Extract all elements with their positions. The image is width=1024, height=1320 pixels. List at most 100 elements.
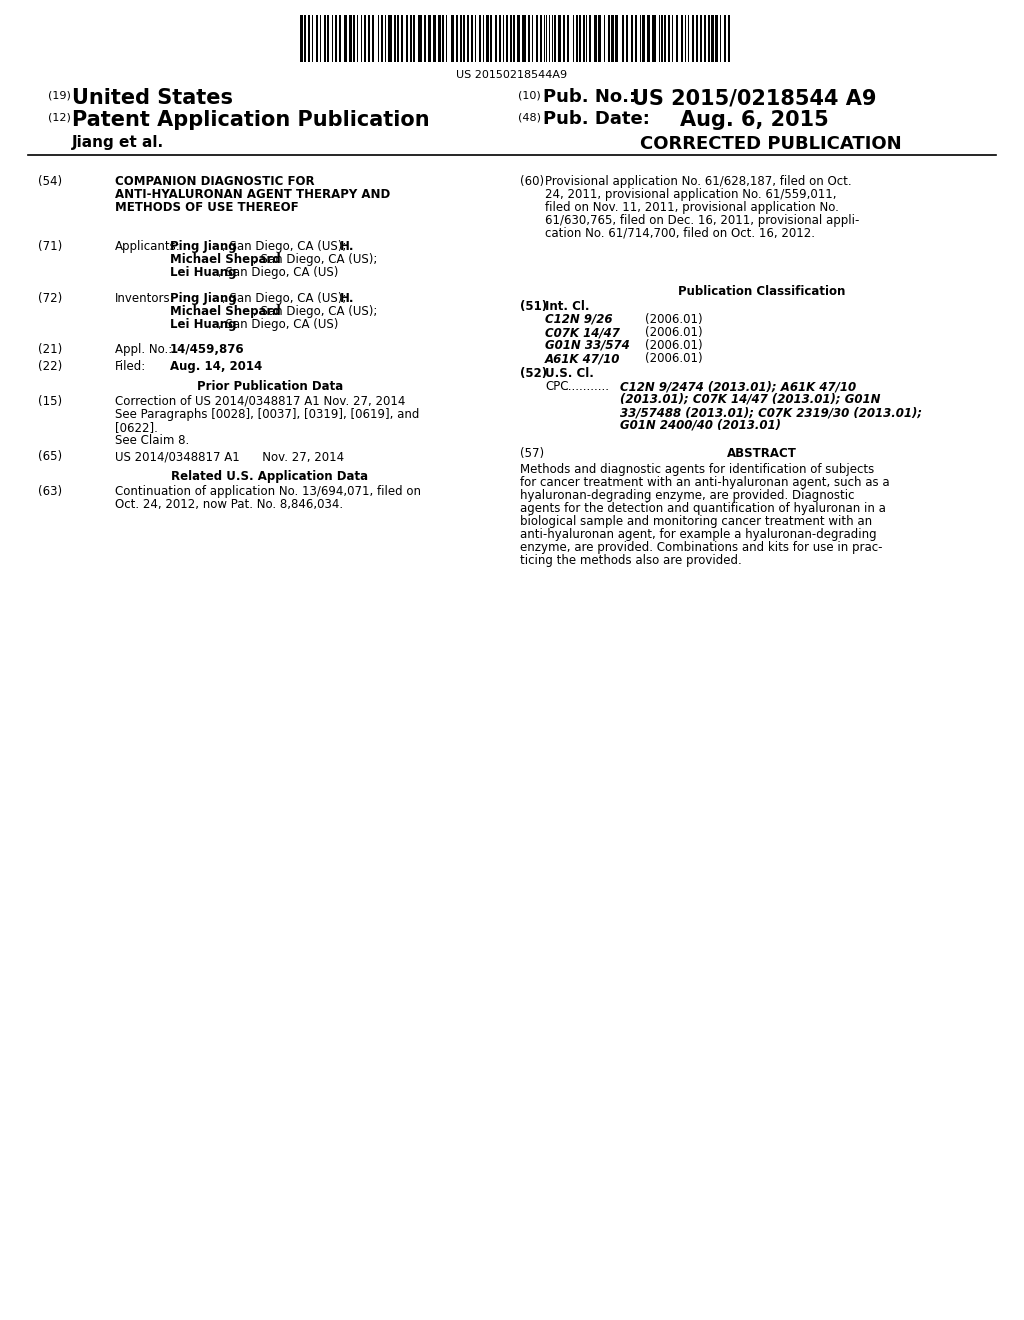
Bar: [327, 15, 329, 62]
Text: Aug. 14, 2014: Aug. 14, 2014: [170, 360, 262, 374]
Bar: [463, 15, 465, 62]
Bar: [626, 15, 628, 62]
Text: agents for the detection and quantification of hyaluronan in a: agents for the detection and quantificat…: [520, 502, 886, 515]
Text: G01N 2400/40 (2013.01): G01N 2400/40 (2013.01): [620, 418, 781, 432]
Text: (54): (54): [38, 176, 62, 187]
Bar: [603, 15, 605, 62]
Text: enzyme, are provided. Combinations and kits for use in prac-: enzyme, are provided. Combinations and k…: [520, 541, 883, 554]
Text: (10): (10): [518, 91, 541, 102]
Text: cation No. 61/714,700, filed on Oct. 16, 2012.: cation No. 61/714,700, filed on Oct. 16,…: [545, 227, 815, 240]
Bar: [479, 15, 481, 62]
Bar: [662, 15, 663, 62]
Text: US 20150218544A9: US 20150218544A9: [457, 70, 567, 81]
Bar: [406, 15, 408, 62]
Text: ticing the methods also are provided.: ticing the methods also are provided.: [520, 554, 741, 568]
Bar: [324, 15, 326, 62]
Text: 24, 2011, provisional application No. 61/559,011,: 24, 2011, provisional application No. 61…: [545, 187, 837, 201]
Bar: [517, 15, 520, 62]
Bar: [364, 15, 366, 62]
Bar: [393, 15, 395, 62]
Text: (48): (48): [518, 114, 541, 123]
Bar: [360, 15, 362, 62]
Bar: [396, 15, 398, 62]
Bar: [335, 15, 337, 62]
Text: US 2014/0348817 A1      Nov. 27, 2014: US 2014/0348817 A1 Nov. 27, 2014: [115, 450, 344, 463]
Text: C12N 9/2474 (2013.01); A61K 47/10: C12N 9/2474 (2013.01); A61K 47/10: [620, 380, 856, 393]
Text: [0622].: [0622].: [115, 421, 158, 434]
Bar: [315, 15, 317, 62]
Bar: [557, 15, 560, 62]
Text: (71): (71): [38, 240, 62, 253]
Bar: [467, 15, 469, 62]
Bar: [388, 15, 392, 62]
Bar: [451, 15, 454, 62]
Bar: [442, 15, 443, 62]
Bar: [705, 15, 706, 62]
Text: G01N 33/574: G01N 33/574: [545, 339, 630, 352]
Bar: [332, 15, 333, 62]
Text: (22): (22): [38, 360, 62, 374]
Text: H.: H.: [340, 292, 354, 305]
Text: US 2015/0218544 A9: US 2015/0218544 A9: [632, 88, 877, 108]
Text: United States: United States: [72, 88, 233, 108]
Text: CORRECTED PUBLICATION: CORRECTED PUBLICATION: [640, 135, 901, 153]
Bar: [691, 15, 693, 62]
Bar: [664, 15, 666, 62]
Text: , San Diego, CA (US);: , San Diego, CA (US);: [222, 240, 350, 253]
Bar: [554, 15, 555, 62]
Text: (51): (51): [520, 300, 547, 313]
Bar: [608, 15, 609, 62]
Text: for cancer treatment with an anti-hyaluronan agent, such as a: for cancer treatment with an anti-hyalur…: [520, 477, 890, 488]
Text: (60): (60): [520, 176, 544, 187]
Text: Lei Huang: Lei Huang: [170, 267, 237, 279]
Bar: [489, 15, 492, 62]
Text: ANTI-HYALURONAN AGENT THERAPY AND: ANTI-HYALURONAN AGENT THERAPY AND: [115, 187, 390, 201]
Text: Correction of US 2014/0348817 A1 Nov. 27, 2014: Correction of US 2014/0348817 A1 Nov. 27…: [115, 395, 406, 408]
Bar: [631, 15, 633, 62]
Bar: [437, 15, 440, 62]
Bar: [300, 15, 302, 62]
Bar: [598, 15, 600, 62]
Text: (12): (12): [48, 114, 71, 123]
Bar: [344, 15, 346, 62]
Bar: [456, 15, 458, 62]
Text: (2006.01): (2006.01): [645, 326, 702, 339]
Bar: [513, 15, 514, 62]
Text: See Paragraphs [0028], [0037], [0319], [0619], and: See Paragraphs [0028], [0037], [0319], […: [115, 408, 420, 421]
Text: (2013.01); C07K 14/47 (2013.01); G01N: (2013.01); C07K 14/47 (2013.01); G01N: [620, 393, 881, 407]
Text: Michael Shepard: Michael Shepard: [170, 305, 281, 318]
Text: (65): (65): [38, 450, 62, 463]
Bar: [642, 15, 645, 62]
Bar: [410, 15, 412, 62]
Text: Appl. No.:: Appl. No.:: [115, 343, 172, 356]
Text: (2006.01): (2006.01): [645, 339, 702, 352]
Bar: [384, 15, 386, 62]
Text: Jiang et al.: Jiang et al.: [72, 135, 164, 150]
Text: (63): (63): [38, 484, 62, 498]
Bar: [549, 15, 550, 62]
Bar: [562, 15, 565, 62]
Bar: [635, 15, 637, 62]
Bar: [510, 15, 512, 62]
Text: Aug. 6, 2015: Aug. 6, 2015: [680, 110, 828, 129]
Bar: [424, 15, 426, 62]
Bar: [700, 15, 701, 62]
Bar: [651, 15, 655, 62]
Text: Provisional application No. 61/628,187, filed on Oct.: Provisional application No. 61/628,187, …: [545, 176, 852, 187]
Bar: [647, 15, 650, 62]
Text: (21): (21): [38, 343, 62, 356]
Bar: [724, 15, 726, 62]
Text: (15): (15): [38, 395, 62, 408]
Bar: [499, 15, 501, 62]
Text: Ping Jiang: Ping Jiang: [170, 292, 237, 305]
Bar: [566, 15, 569, 62]
Text: Related U.S. Application Data: Related U.S. Application Data: [171, 470, 369, 483]
Bar: [720, 15, 721, 62]
Text: 61/630,765, filed on Dec. 16, 2011, provisional appli-: 61/630,765, filed on Dec. 16, 2011, prov…: [545, 214, 859, 227]
Bar: [589, 15, 591, 62]
Bar: [353, 15, 355, 62]
Bar: [418, 15, 422, 62]
Text: Int. Cl.: Int. Cl.: [545, 300, 590, 313]
Bar: [401, 15, 402, 62]
Bar: [681, 15, 683, 62]
